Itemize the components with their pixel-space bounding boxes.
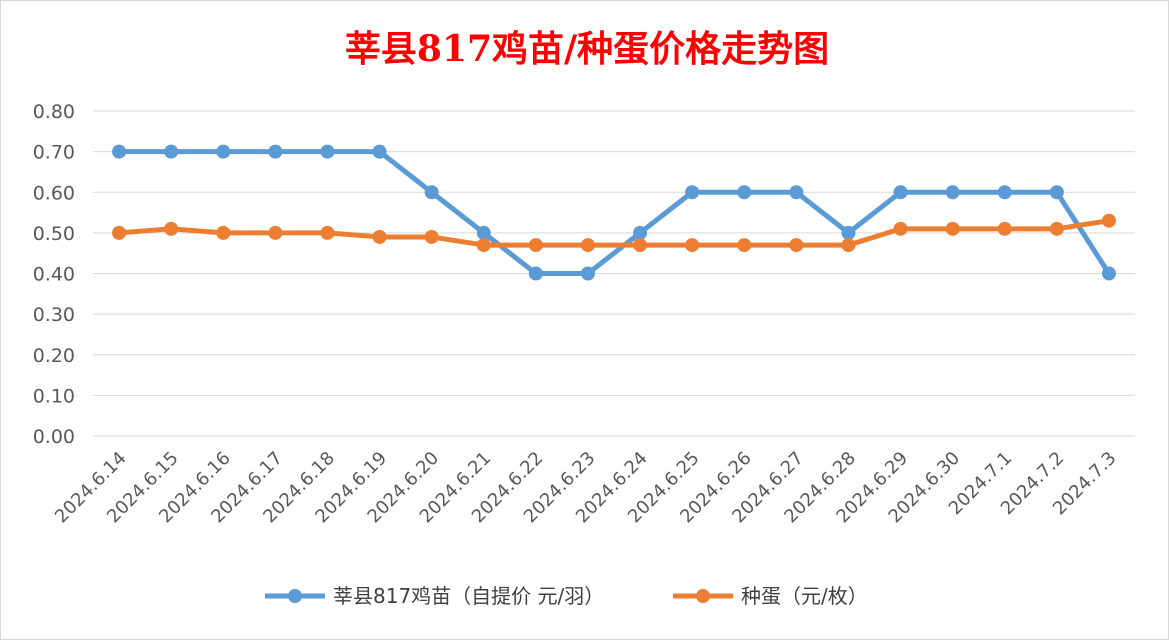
y-tick-label: 0.70 (33, 142, 75, 164)
data-point-series-1 (372, 144, 387, 159)
data-point-series-2 (112, 225, 127, 240)
data-point-series-2 (528, 238, 543, 253)
data-point-series-2 (320, 225, 335, 240)
y-tick-label: 0.50 (33, 223, 75, 245)
legend-label-2: 种蛋（元/枚） (741, 584, 868, 608)
y-axis-tick-labels: 0.00 0.10 0.20 0.30 0.40 0.50 0.60 0.70 0.80 (33, 101, 75, 448)
data-point-series-1 (164, 144, 179, 159)
y-tick-label: 0.20 (33, 345, 75, 367)
data-point-series-2 (164, 221, 179, 236)
data-point-series-2 (945, 221, 960, 236)
data-point-series-2 (268, 225, 283, 240)
legend: 莘县817鸡苗（自提价 元/羽） 种蛋（元/枚） (265, 584, 868, 608)
y-tick-label: 0.30 (33, 304, 75, 326)
series-line-1 (116, 149, 1112, 276)
legend-label-1: 莘县817鸡苗（自提价 元/羽） (333, 584, 604, 608)
data-point-series-1 (112, 144, 127, 159)
legend-marker-2 (696, 589, 710, 603)
chart-title: 莘县817鸡苗/种蛋价格走势图 (345, 28, 829, 70)
data-point-series-1 (1101, 266, 1116, 281)
data-point-series-2 (997, 221, 1012, 236)
series-lines (116, 149, 1112, 276)
data-point-series-1 (737, 185, 752, 200)
data-point-series-2 (737, 238, 752, 253)
data-point-series-2 (893, 221, 908, 236)
data-point-series-1 (893, 185, 908, 200)
data-point-series-1 (685, 185, 700, 200)
legend-marker-1 (288, 589, 302, 603)
data-point-series-1 (580, 266, 595, 281)
data-point-series-2 (580, 238, 595, 253)
data-point-series-2 (476, 238, 491, 253)
data-point-series-1 (1049, 185, 1064, 200)
data-point-series-1 (945, 185, 960, 200)
y-tick-label: 0.10 (33, 385, 75, 407)
data-point-series-2 (1101, 213, 1116, 228)
data-point-series-1 (320, 144, 335, 159)
series-points (112, 144, 1116, 281)
data-point-series-1 (216, 144, 231, 159)
data-point-series-2 (1049, 221, 1064, 236)
data-point-series-1 (997, 185, 1012, 200)
data-point-series-2 (424, 229, 439, 244)
data-point-series-2 (789, 238, 804, 253)
data-point-series-2 (216, 225, 231, 240)
x-axis-tick-labels: 2024.6.142024.6.152024.6.162024.6.172024… (51, 448, 1121, 528)
data-point-series-2 (841, 238, 856, 253)
data-point-series-1 (424, 185, 439, 200)
y-tick-label: 0.00 (33, 426, 75, 448)
data-point-series-1 (789, 185, 804, 200)
y-tick-label: 0.40 (33, 264, 75, 286)
data-point-series-1 (528, 266, 543, 281)
y-tick-label: 0.80 (33, 101, 75, 123)
data-point-series-1 (268, 144, 283, 159)
data-point-series-2 (685, 238, 700, 253)
data-point-series-2 (372, 229, 387, 244)
data-point-series-1 (476, 225, 491, 240)
data-point-series-1 (841, 225, 856, 240)
data-point-series-2 (633, 238, 648, 253)
y-tick-label: 0.60 (33, 182, 75, 204)
data-point-series-1 (633, 225, 648, 240)
series-line-2 (116, 218, 1112, 248)
gridlines (93, 110, 1135, 437)
